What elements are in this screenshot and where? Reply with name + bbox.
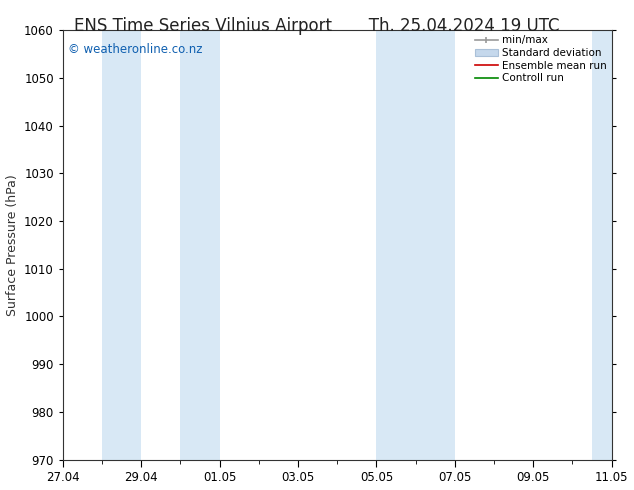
Bar: [102, 30, 141, 460]
Text: ENS Time Series Vilnius Airport       Th. 25.04.2024 19 UTC: ENS Time Series Vilnius Airport Th. 25.0…: [74, 17, 560, 35]
Bar: [377, 30, 416, 460]
Y-axis label: Surface Pressure (hPa): Surface Pressure (hPa): [6, 174, 18, 316]
Bar: [416, 30, 455, 460]
Text: © weatheronline.co.nz: © weatheronline.co.nz: [68, 43, 203, 56]
Bar: [181, 30, 220, 460]
Bar: [592, 30, 634, 460]
Legend: min/max, Standard deviation, Ensemble mean run, Controll run: min/max, Standard deviation, Ensemble me…: [472, 33, 609, 85]
